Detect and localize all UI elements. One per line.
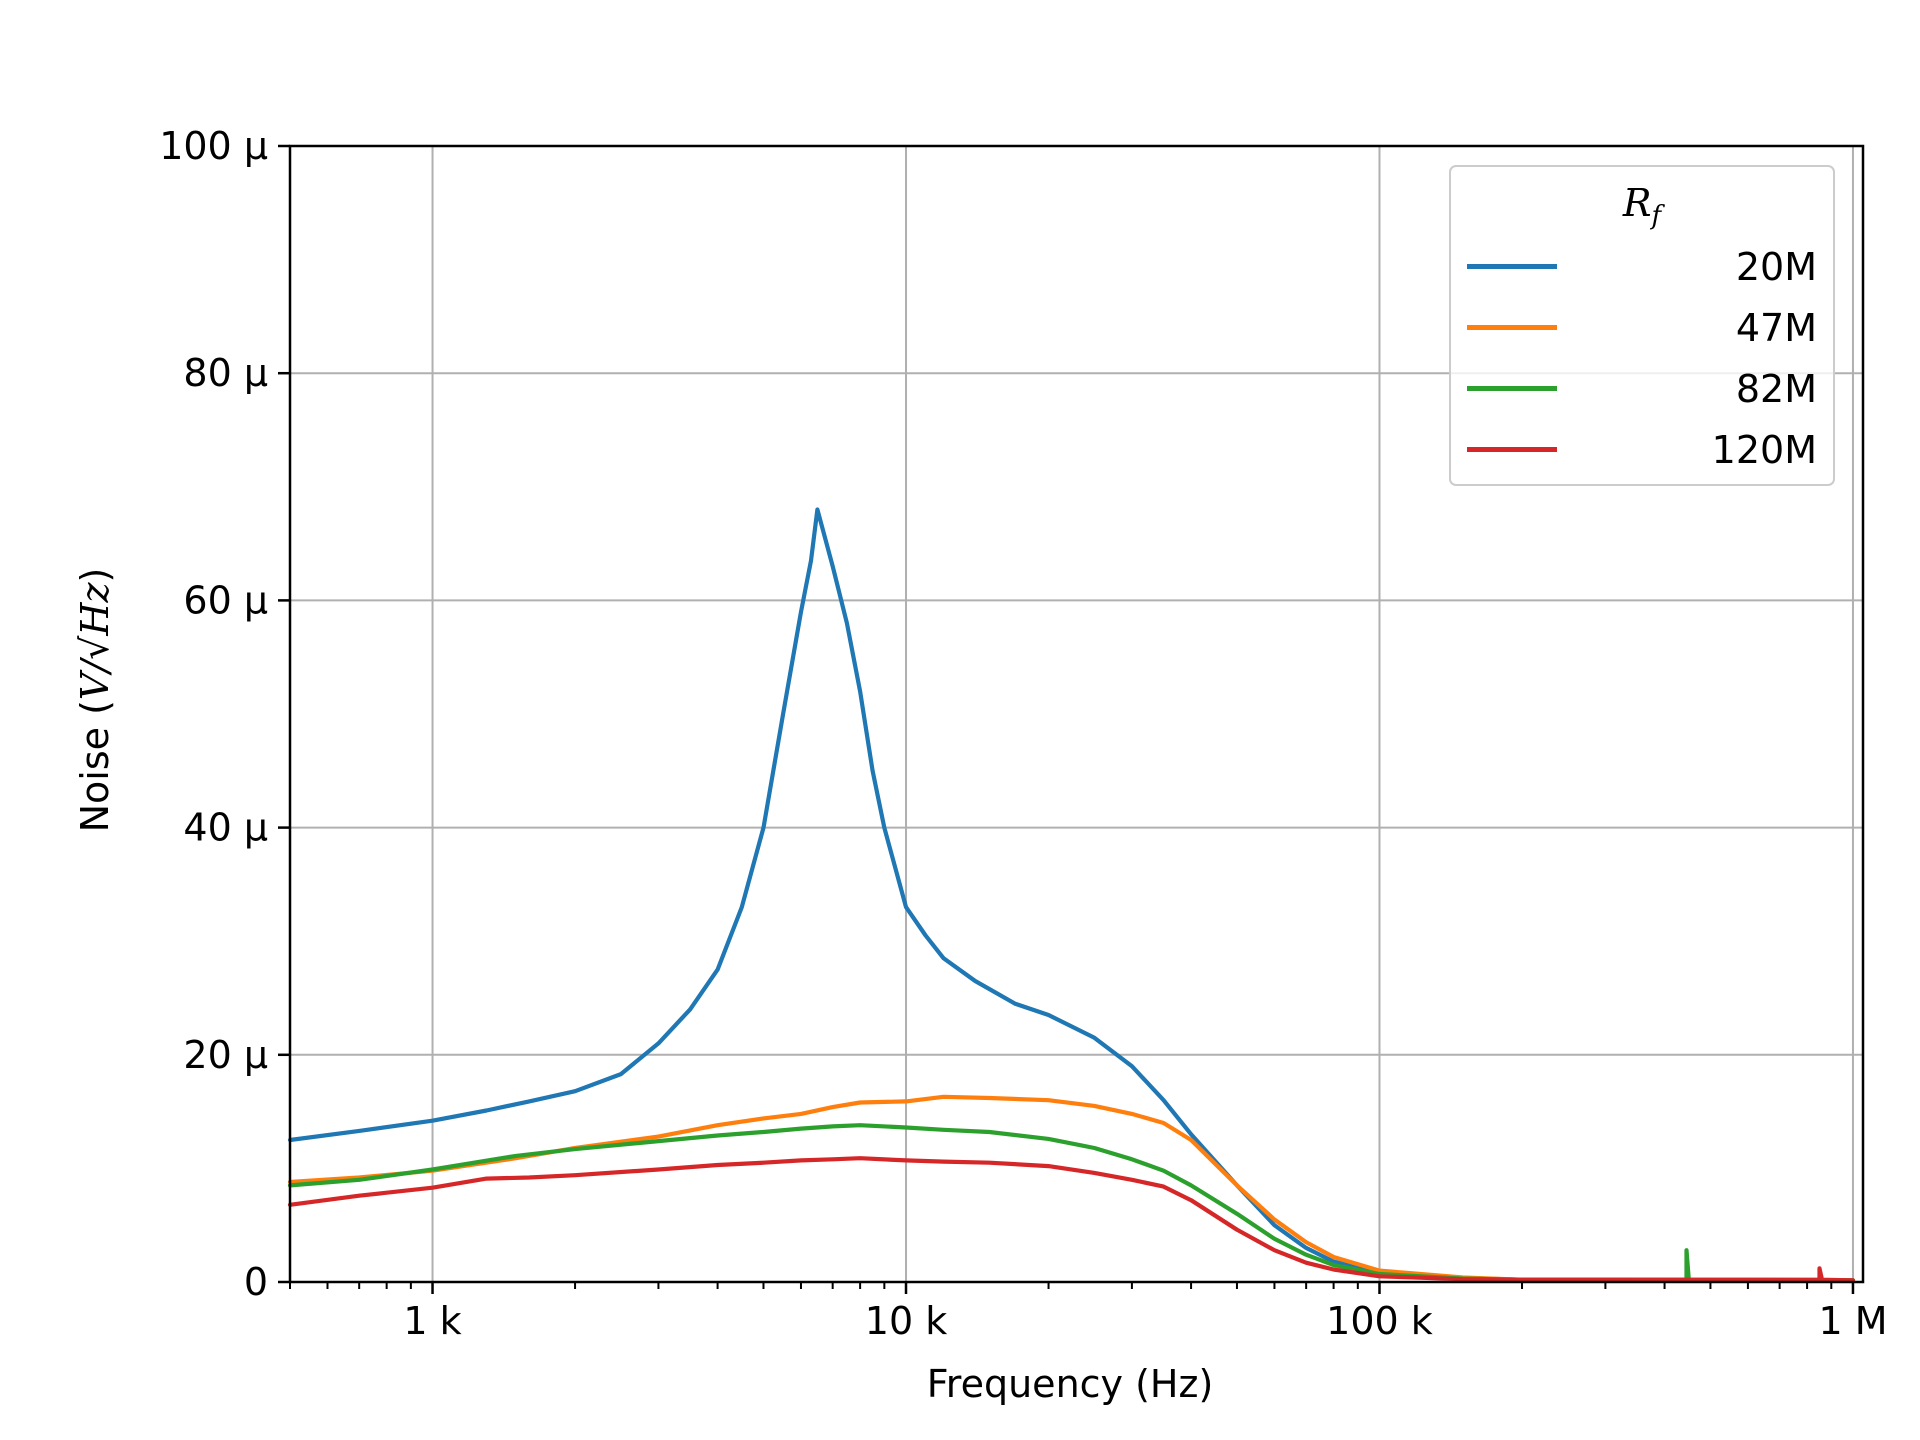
series-line-20m — [287, 507, 1856, 1283]
legend-swatch-82m — [1467, 386, 1557, 391]
legend-item-47m: 47M — [1467, 303, 1817, 353]
legend-title-main: R — [1622, 181, 1652, 225]
legend-item-120m: 120M — [1467, 425, 1817, 475]
y-tick-label: 60 μ — [183, 578, 268, 622]
y-axis-label-prefix: Noise ( — [73, 700, 117, 833]
x-tick-label: 1 k — [403, 1299, 461, 1343]
series-line-47m — [287, 1094, 1856, 1283]
legend-swatch-47m — [1467, 325, 1557, 330]
legend-item-82m: 82M — [1467, 364, 1817, 414]
legend-title-sub: f — [1651, 201, 1662, 231]
y-tick-label: 40 μ — [183, 806, 268, 850]
legend-title: Rf — [1451, 181, 1833, 231]
y-axis-ticks: 0 20 μ 40 μ 60 μ 80 μ 100 μ — [159, 124, 290, 1304]
legend-swatch-120m — [1467, 447, 1557, 452]
series-lines — [287, 507, 1856, 1283]
x-tick-label: 1 M — [1818, 1299, 1887, 1343]
series-line-120m — [287, 1156, 1856, 1283]
x-tick-label: 100 k — [1326, 1299, 1433, 1343]
y-tick-label: 100 μ — [159, 124, 268, 168]
legend-label-20m: 20M — [1735, 245, 1817, 289]
y-tick-label: 20 μ — [183, 1033, 268, 1077]
legend-swatch-20m — [1467, 264, 1557, 269]
legend-label-120m: 120M — [1711, 428, 1817, 472]
legend-item-20m: 20M — [1467, 242, 1817, 292]
legend-label-47m: 47M — [1735, 306, 1817, 350]
y-tick-label: 80 μ — [183, 351, 268, 395]
y-tick-label: 0 — [244, 1260, 268, 1304]
series-line-82m — [287, 1123, 1856, 1283]
x-tick-label: 10 k — [865, 1299, 947, 1343]
legend: Rf 20M 47M 82M 120M — [1449, 165, 1835, 486]
x-axis-label: Frequency (Hz) — [926, 1362, 1214, 1406]
y-axis-label-unit: V/√Hz — [73, 582, 117, 701]
plot-area-frame — [288, 144, 1865, 1284]
legend-label-82m: 82M — [1735, 367, 1817, 411]
x-axis-ticks: 1 k 10 k 100 k 1 M — [403, 1282, 1887, 1343]
y-axis-label: Noise (V/√Hz) — [73, 568, 117, 833]
y-axis-label-suffix: ) — [73, 567, 117, 583]
